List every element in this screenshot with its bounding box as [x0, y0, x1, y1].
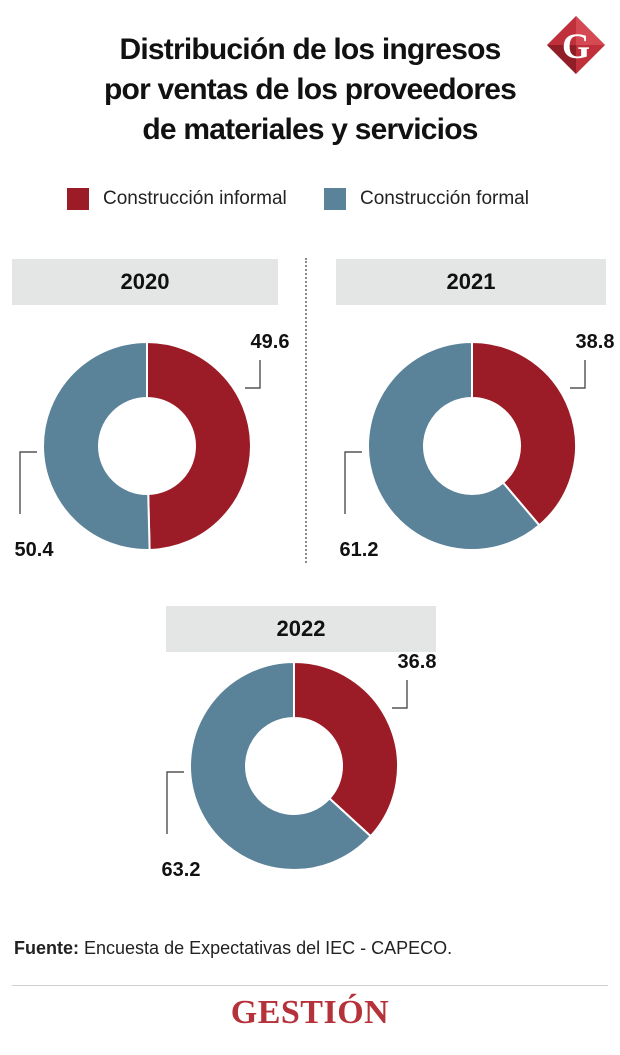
g-logo-icon: G [547, 16, 605, 74]
legend-label-formal: Construcción formal [360, 188, 529, 209]
legend-swatch-informal [67, 188, 89, 210]
leader-line-2020-informal [245, 360, 261, 389]
leader-line-2021-informal [570, 360, 586, 389]
legend-item-formal: Construcción formal [324, 186, 529, 212]
data-label-2022-formal: 63.2 [162, 859, 201, 881]
donut-slice-2020-construccion-informal [146, 340, 252, 551]
donut-slice-2022-construccion-informal [293, 660, 399, 838]
year-label-2020: 2020 [12, 259, 278, 305]
data-label-2020-formal: 50.4 [15, 539, 55, 561]
source-label: Fuente: [14, 938, 79, 958]
g-logo-letter: G [562, 26, 590, 66]
leader-line-2022-informal [392, 680, 408, 709]
legend-swatch-formal [324, 188, 346, 210]
title-line-2: por ventas de los proveedores [104, 73, 517, 106]
year-label-2021: 2021 [336, 259, 606, 305]
donut-slice-2022-construccion-formal [189, 660, 373, 871]
chart-title: Distribución de los ingresos por ventas … [40, 30, 580, 150]
year-label-2022: 2022 [166, 606, 436, 652]
panel-divider [305, 258, 307, 563]
data-label-2021-formal: 61.2 [340, 539, 379, 561]
donut-slice-2020-construccion-formal [42, 340, 151, 551]
brand-logo: GESTIÓN [230, 994, 390, 1031]
donut-slice-2021-construccion-informal [471, 340, 577, 527]
source-text: Encuesta de Expectativas del IEC - CAPEC… [84, 938, 453, 958]
footer-divider [12, 985, 608, 986]
leader-line-2022-formal [166, 771, 184, 834]
leader-line-2021-formal [344, 451, 362, 514]
leader-line-2020-formal [19, 451, 37, 514]
source-note: Fuente: Encuesta de Expectativas del IEC… [14, 938, 452, 959]
legend-label-informal: Construcción informal [103, 188, 287, 209]
title-line-1: Distribución de los ingresos [119, 33, 501, 66]
data-label-2021-informal: 38.8 [576, 331, 615, 353]
legend-item-informal: Construcción informal [67, 186, 287, 212]
data-label-2022-informal: 36.8 [398, 651, 437, 673]
chart-legend: Construcción informal Construcción forma… [0, 186, 620, 212]
donut-slice-2021-construccion-formal [367, 340, 541, 551]
title-line-3: de materiales y servicios [142, 113, 478, 146]
data-label-2020-informal: 49.6 [251, 331, 290, 353]
